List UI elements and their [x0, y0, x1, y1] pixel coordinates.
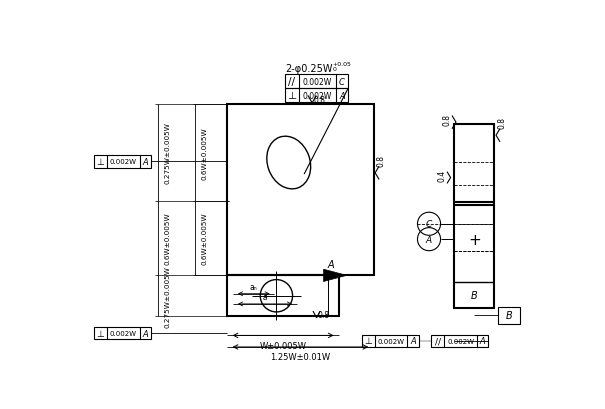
Text: 0.002W: 0.002W — [302, 92, 332, 101]
Text: 0.275W±0.005W: 0.275W±0.005W — [165, 265, 171, 327]
Bar — [362, 335, 419, 347]
Bar — [94, 327, 151, 339]
Text: 0.002W: 0.002W — [110, 330, 137, 336]
Text: 0.6W±0.005W: 0.6W±0.005W — [202, 127, 208, 180]
Polygon shape — [324, 270, 347, 282]
Text: 0.8: 0.8 — [313, 95, 325, 104]
Text: 0.6W±0.005W: 0.6W±0.005W — [165, 212, 171, 265]
Text: C: C — [426, 220, 432, 229]
Text: 0.8: 0.8 — [497, 117, 506, 129]
Text: a: a — [263, 292, 267, 301]
Bar — [454, 124, 494, 309]
Text: 0: 0 — [333, 67, 336, 72]
Text: ⊥: ⊥ — [97, 329, 105, 338]
Text: B: B — [471, 291, 478, 301]
Text: +: + — [468, 232, 481, 247]
Text: 0.4: 0.4 — [437, 169, 446, 182]
Text: +0.05: +0.05 — [333, 62, 352, 67]
Text: 2-φ0.25W: 2-φ0.25W — [285, 64, 333, 74]
Text: A: A — [339, 92, 345, 101]
Text: A: A — [142, 329, 148, 338]
Text: 0.002W: 0.002W — [378, 338, 405, 344]
Text: 0.002W: 0.002W — [302, 78, 332, 87]
Text: //: // — [435, 337, 441, 346]
Bar — [431, 335, 488, 347]
Text: ⊥: ⊥ — [97, 157, 105, 166]
Text: 0.002W: 0.002W — [447, 338, 474, 344]
Text: B: B — [506, 310, 512, 321]
Text: 0.6W±0.005W: 0.6W±0.005W — [202, 212, 208, 265]
Bar — [285, 89, 348, 103]
Text: ⊥: ⊥ — [365, 337, 373, 346]
Text: 0.8: 0.8 — [318, 310, 330, 319]
Text: A: A — [480, 337, 485, 346]
Text: A: A — [426, 235, 432, 244]
Text: //: // — [289, 77, 295, 87]
Text: ⊥: ⊥ — [287, 91, 296, 101]
Text: W±0.005W: W±0.005W — [260, 341, 307, 350]
Text: C: C — [339, 78, 345, 87]
Bar — [227, 276, 339, 317]
Text: A: A — [410, 337, 416, 346]
Bar — [94, 156, 151, 168]
Text: A: A — [142, 157, 148, 166]
Text: 0.275W±0.005W: 0.275W±0.005W — [165, 122, 171, 184]
Text: aₙ: aₙ — [250, 282, 258, 291]
Text: 0.8: 0.8 — [376, 155, 385, 166]
Text: 0.8: 0.8 — [442, 114, 451, 126]
Bar — [499, 307, 520, 324]
Bar — [227, 105, 373, 276]
Text: 1.25W±0.01W: 1.25W±0.01W — [270, 353, 330, 362]
Text: A: A — [328, 259, 335, 269]
Text: 0.002W: 0.002W — [110, 159, 137, 165]
Bar — [285, 75, 348, 89]
